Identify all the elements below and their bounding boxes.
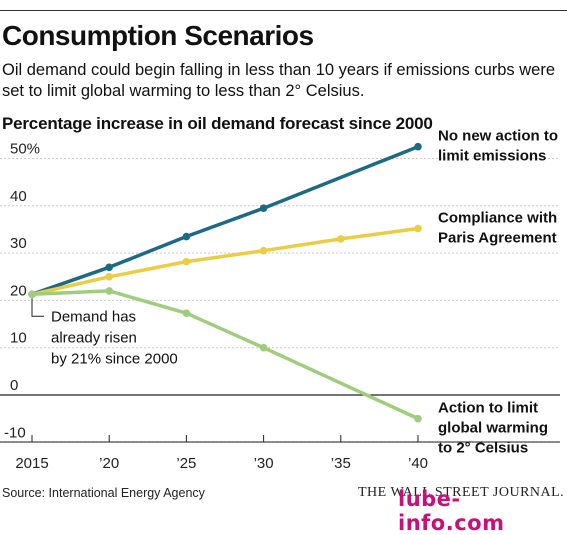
data-point xyxy=(182,257,191,266)
publisher-logo: THE WALL STREET JOURNAL. xyxy=(358,485,565,500)
data-point xyxy=(259,343,268,352)
x-axis-tick-labels: 2015 ’20 ’25 ’30 ’35 ’40 xyxy=(0,435,560,472)
series-labels: No new action to limit emissions Complianc… xyxy=(438,128,558,457)
source-note: Source: International Energy Agency xyxy=(2,486,205,500)
data-point xyxy=(414,142,422,151)
data-point xyxy=(259,204,268,212)
chart-heading: Percentage increase in oil demand foreca… xyxy=(2,114,433,133)
y-tick-label: 50% xyxy=(10,141,40,158)
data-point xyxy=(105,287,113,295)
y-tick-label: -10 xyxy=(4,424,26,441)
y-tick-label: 20 xyxy=(10,282,27,299)
chart-title: Consumption Scenarios xyxy=(2,20,314,51)
x-tick-label: ’25 xyxy=(176,455,196,472)
y-tick-label: 0 xyxy=(10,377,18,394)
line-chart: 50% 40 30 20 10 0 -10 2015 ’20 ’25 ’30 ’35 ’40 No n… xyxy=(0,128,560,472)
data-point xyxy=(414,224,422,233)
x-tick-label: 2015 xyxy=(15,455,48,472)
data-point xyxy=(414,414,422,423)
y-tick-label: 40 xyxy=(10,188,27,205)
x-tick-label: ’20 xyxy=(99,455,119,472)
data-point xyxy=(337,235,345,243)
data-point xyxy=(182,232,191,241)
series-label: limit emissions xyxy=(438,148,546,165)
annotation: Demand has already risen by 21% since 2000 xyxy=(31,298,178,367)
x-tick-label: ’35 xyxy=(331,455,351,472)
data-point xyxy=(182,309,191,317)
series-label: Compliance with xyxy=(438,210,557,227)
series-label: to 2° Celsius xyxy=(438,440,528,457)
annotation-text: Demand has xyxy=(51,308,136,325)
y-axis-tick-labels: 50% 40 30 20 10 0 -10 xyxy=(4,141,40,442)
series-label: Paris Agreement xyxy=(438,230,557,247)
data-point xyxy=(105,263,113,272)
data-point xyxy=(105,272,113,281)
series-lines xyxy=(28,142,422,423)
data-point xyxy=(28,290,36,299)
series-label: global warming xyxy=(438,420,548,437)
y-tick-label: 10 xyxy=(10,330,27,347)
chart-subtitle: Oil demand could begin falling in less t… xyxy=(2,61,556,100)
annotation-text: by 21% since 2000 xyxy=(51,350,178,367)
y-tick-label: 30 xyxy=(10,235,27,252)
series-label: Action to limit xyxy=(438,400,538,417)
watermark-text: lube-info.com xyxy=(398,487,505,535)
annotation-text: already risen xyxy=(51,329,137,346)
series-label: No new action to xyxy=(438,128,558,145)
x-tick-label: ’30 xyxy=(254,455,274,472)
series-line xyxy=(30,226,420,297)
annotation-leader xyxy=(31,298,44,317)
top-rule xyxy=(0,10,567,11)
data-point xyxy=(259,246,268,255)
x-tick-label: ’40 xyxy=(408,455,428,472)
series-line xyxy=(30,144,420,297)
